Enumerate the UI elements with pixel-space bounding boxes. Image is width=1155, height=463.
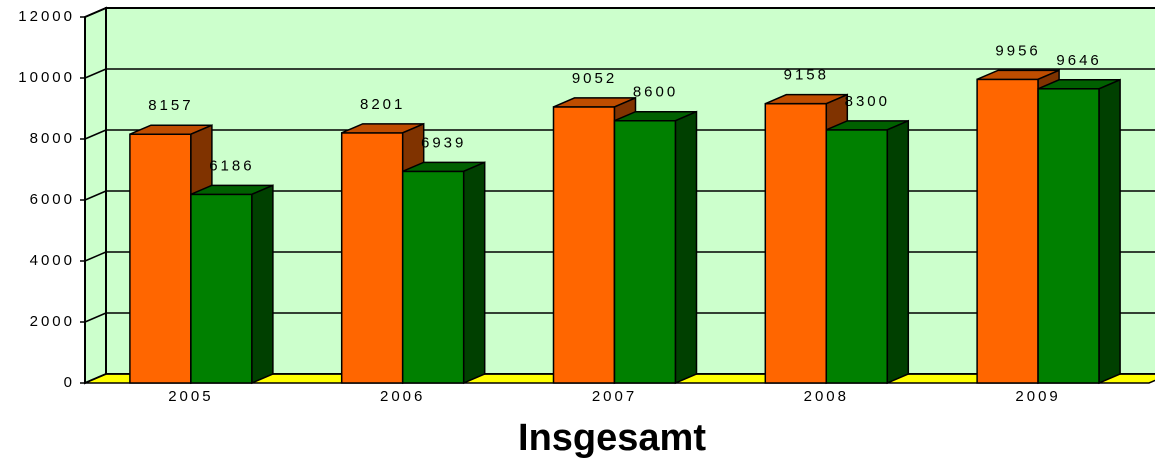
value-label: 8201	[360, 96, 405, 113]
bar	[1037, 88, 1100, 384]
grid-line	[84, 312, 107, 323]
bar-side	[251, 184, 274, 385]
y-tick-label: 8000	[30, 130, 75, 147]
x-tick-label: 2008	[804, 388, 849, 405]
grid-line	[84, 68, 107, 79]
x-tick-label: 2009	[1015, 388, 1060, 405]
bar	[190, 193, 253, 384]
value-label: 6186	[209, 157, 254, 174]
bar-side	[886, 119, 910, 385]
grid-line	[84, 373, 107, 384]
bar-side	[674, 110, 698, 385]
x-tick-label: 2006	[380, 388, 425, 405]
bar	[340, 132, 404, 384]
grid-line	[84, 129, 107, 140]
y-tick-label: 4000	[30, 252, 75, 269]
bar-side	[462, 161, 486, 385]
grid-line	[84, 190, 107, 201]
x-tick-label: 2007	[592, 388, 637, 405]
value-label: 8300	[845, 93, 890, 110]
bar	[129, 133, 192, 384]
value-label: 8600	[633, 84, 678, 101]
y-tick-label: 0	[64, 374, 75, 391]
y-tick-label: 12000	[18, 8, 75, 25]
y-tick-label: 6000	[30, 191, 75, 208]
bar	[552, 106, 616, 384]
x-tick-label: 2005	[168, 388, 213, 405]
value-label: 8157	[148, 97, 193, 114]
y-tick-label: 10000	[18, 69, 75, 86]
bar	[976, 78, 1039, 384]
value-label: 9052	[572, 70, 617, 87]
bar	[764, 102, 828, 384]
bar	[613, 119, 677, 384]
value-label: 9646	[1056, 52, 1101, 69]
bar	[401, 170, 465, 384]
chart-title: Insgesamt	[518, 417, 706, 459]
y-tick-label: 2000	[30, 313, 75, 330]
bar-side	[1098, 78, 1121, 385]
value-label: 6939	[421, 134, 466, 151]
value-label: 9956	[995, 42, 1040, 59]
grid-line	[84, 251, 107, 262]
bar	[825, 129, 889, 384]
grid-line	[84, 7, 107, 18]
value-label: 9158	[784, 67, 829, 84]
